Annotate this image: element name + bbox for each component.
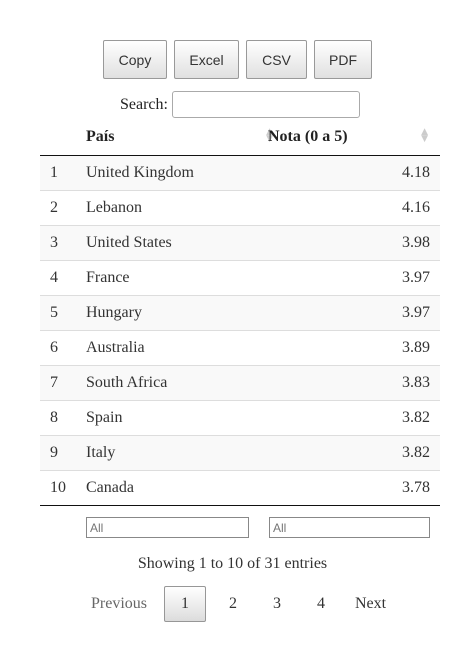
- row-index: 2: [40, 191, 86, 226]
- data-table: País ▲ ▼ Nota (0 a 5) ▲ ▼ 1 United Kingdom 4…: [40, 118, 440, 506]
- table-row: 6 Australia 3.89: [40, 331, 440, 366]
- table-row: 7 South Africa 3.83: [40, 366, 440, 401]
- row-score: 3.82: [268, 436, 440, 471]
- row-country: Spain: [86, 401, 268, 436]
- row-index: 8: [40, 401, 86, 436]
- page-button-1[interactable]: 1: [164, 586, 206, 622]
- row-index: 5: [40, 296, 86, 331]
- previous-button[interactable]: Previous: [79, 586, 159, 622]
- table-row: 4 France 3.97: [40, 261, 440, 296]
- row-score: 3.89: [268, 331, 440, 366]
- row-score: 4.18: [268, 156, 440, 191]
- search-box: Search:: [120, 91, 360, 118]
- column-header-score[interactable]: Nota (0 a 5) ▲ ▼: [268, 118, 440, 156]
- row-score: 3.82: [268, 401, 440, 436]
- row-index: 1: [40, 156, 86, 191]
- column-header-country-label: País: [86, 128, 114, 145]
- column-filters: [86, 517, 430, 538]
- score-filter-input[interactable]: [269, 517, 430, 538]
- table-info: Showing 1 to 10 of 31 entries: [0, 555, 465, 573]
- next-button[interactable]: Next: [343, 586, 398, 622]
- table-row: 3 United States 3.98: [40, 226, 440, 261]
- table-row: 5 Hungary 3.97: [40, 296, 440, 331]
- row-country: Australia: [86, 331, 268, 366]
- header-row: País ▲ ▼ Nota (0 a 5) ▲ ▼: [40, 118, 440, 156]
- row-index: 7: [40, 366, 86, 401]
- column-header-index: [40, 118, 86, 156]
- row-country: South Africa: [86, 366, 268, 401]
- sort-icon: ▲ ▼: [421, 129, 428, 143]
- row-score: 3.98: [268, 226, 440, 261]
- table-row: 1 United Kingdom 4.18: [40, 156, 440, 191]
- row-score: 3.78: [268, 471, 440, 506]
- row-country: Lebanon: [86, 191, 268, 226]
- table-row: 9 Italy 3.82: [40, 436, 440, 471]
- row-index: 3: [40, 226, 86, 261]
- row-score: 3.83: [268, 366, 440, 401]
- row-score: 4.16: [268, 191, 440, 226]
- row-index: 6: [40, 331, 86, 366]
- column-header-country[interactable]: País ▲ ▼: [86, 118, 268, 156]
- table-row: 8 Spain 3.82: [40, 401, 440, 436]
- pagination: Previous 1 2 3 4 Next: [79, 586, 398, 622]
- excel-button[interactable]: Excel: [174, 40, 239, 79]
- row-score: 3.97: [268, 261, 440, 296]
- table-row: 10 Canada 3.78: [40, 471, 440, 506]
- row-country: France: [86, 261, 268, 296]
- export-buttons: Copy Excel CSV PDF: [103, 40, 372, 79]
- row-index: 4: [40, 261, 86, 296]
- country-filter-input[interactable]: [86, 517, 249, 538]
- row-country: United States: [86, 226, 268, 261]
- copy-button[interactable]: Copy: [103, 40, 167, 79]
- row-index: 9: [40, 436, 86, 471]
- row-country: United Kingdom: [86, 156, 268, 191]
- row-score: 3.97: [268, 296, 440, 331]
- page-button-2[interactable]: 2: [211, 586, 255, 622]
- pdf-button[interactable]: PDF: [314, 40, 372, 79]
- table-row: 2 Lebanon 4.16: [40, 191, 440, 226]
- table-body: 1 United Kingdom 4.18 2 Lebanon 4.16 3 United S…: [40, 156, 440, 506]
- row-country: Canada: [86, 471, 268, 506]
- page-button-4[interactable]: 4: [299, 586, 343, 622]
- row-country: Hungary: [86, 296, 268, 331]
- column-header-score-label: Nota (0 a 5): [268, 128, 348, 145]
- row-index: 10: [40, 471, 86, 506]
- search-label: Search:: [120, 96, 168, 114]
- row-country: Italy: [86, 436, 268, 471]
- csv-button[interactable]: CSV: [246, 40, 307, 79]
- page-button-3[interactable]: 3: [255, 586, 299, 622]
- search-input[interactable]: [172, 91, 360, 118]
